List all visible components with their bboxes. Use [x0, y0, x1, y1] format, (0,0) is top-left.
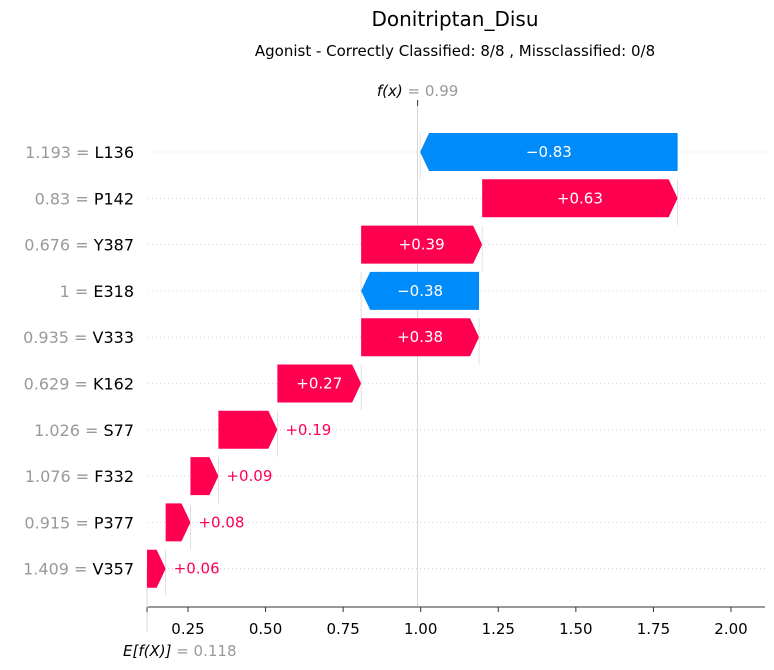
bar-value-label: +0.39: [399, 236, 445, 254]
bar-value-label: +0.19: [285, 421, 331, 439]
contribution-bar: [165, 503, 191, 542]
feature-value: 0.629 =: [24, 375, 93, 394]
feature-label: 0.935 = V333: [23, 328, 134, 347]
bar-value-label: +0.09: [226, 467, 272, 485]
fx-value: = 0.99: [403, 82, 459, 100]
efx-symbol: E[f(X)]: [123, 642, 172, 660]
feature-name: P377: [94, 513, 134, 532]
contribution-bar: [361, 271, 480, 310]
contribution-bar: [147, 549, 166, 588]
feature-label: 1.409 = V357: [23, 560, 134, 579]
feature-name: F332: [94, 467, 134, 486]
feature-label: 0.676 = Y387: [24, 236, 134, 255]
contribution-bar: [482, 179, 678, 218]
feature-label: 0.83 = P142: [35, 189, 134, 208]
feature-name: S77: [103, 421, 134, 440]
contribution-bar: [218, 410, 278, 449]
feature-value: 0.935 =: [23, 328, 92, 347]
feature-value: 0.83 =: [35, 189, 94, 208]
feature-name: L136: [95, 143, 134, 162]
x-tick-label: 1.25: [482, 620, 515, 638]
contribution-bar: [361, 225, 483, 264]
feature-label: 1 = E318: [60, 282, 134, 301]
bar-value-label: −0.83: [526, 143, 572, 161]
chart-subtitle: Agonist - Correctly Classified: 8/8 , Mi…: [254, 42, 656, 60]
feature-name: Y387: [93, 236, 134, 255]
feature-name: E318: [93, 282, 134, 301]
x-tick-label: 2.00: [714, 620, 747, 638]
feature-name: V333: [93, 328, 134, 347]
feature-value: 1 =: [60, 282, 94, 301]
bar-value-label: +0.06: [174, 560, 220, 578]
feature-label: 1.076 = F332: [25, 467, 134, 486]
bar-value-label: +0.63: [557, 189, 603, 207]
x-tick-label: 1.00: [404, 620, 437, 638]
contribution-bar: [277, 364, 362, 403]
x-tick-label: 1.50: [559, 620, 592, 638]
efx-value: = 0.118: [171, 642, 236, 660]
efx-label: E[f(X)] = 0.118: [123, 642, 237, 660]
feature-value: 1.409 =: [23, 560, 92, 579]
feature-value: 0.915 =: [24, 513, 93, 532]
x-tick-label: 0.25: [171, 620, 204, 638]
feature-value: 0.676 =: [24, 236, 93, 255]
feature-name: K162: [93, 375, 134, 394]
feature-label: 1.193 = L136: [25, 143, 134, 162]
bar-value-label: −0.38: [397, 282, 443, 300]
x-tick-label: 0.50: [249, 620, 282, 638]
feature-label: 1.026 = S77: [34, 421, 134, 440]
contribution-bar: [361, 318, 480, 357]
feature-name: P142: [94, 189, 134, 208]
x-tick-label: 0.75: [326, 620, 359, 638]
feature-value: 1.193 =: [25, 143, 94, 162]
chart-title: Donitriptan_Disu: [371, 7, 539, 31]
bar-value-label: +0.27: [296, 375, 342, 393]
feature-value: 1.076 =: [25, 467, 94, 486]
contribution-bar: [420, 133, 678, 171]
x-tick-label: 1.75: [637, 620, 670, 638]
bar-value-label: +0.08: [198, 513, 244, 531]
bar-value-label: +0.38: [397, 328, 443, 346]
feature-label: 0.915 = P377: [24, 513, 134, 532]
fx-symbol: f(x): [377, 82, 403, 100]
contribution-bar: [190, 457, 219, 496]
fx-label: f(x) = 0.99: [377, 82, 458, 100]
feature-name: V357: [93, 560, 134, 579]
feature-value: 1.026 =: [34, 421, 103, 440]
feature-label: 0.629 = K162: [24, 375, 134, 394]
